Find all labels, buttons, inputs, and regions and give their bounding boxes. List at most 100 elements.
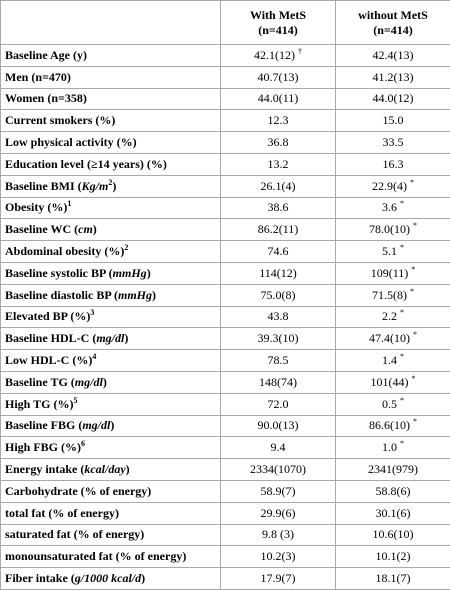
row-label: Baseline Age (y) <box>0 44 221 67</box>
cell-value: 9.8 (3) <box>262 527 294 542</box>
table-row: Current smokers (%) 12.3 15.0 <box>0 109 450 133</box>
label-text: Elevated BP (%) <box>5 309 91 324</box>
label-text: Current smokers (%) <box>5 113 116 128</box>
cell-value: 90.0(13) <box>257 418 299 433</box>
row-label: Current smokers (%) <box>0 109 221 133</box>
value-cell: 2334(1070) <box>220 458 336 481</box>
value-cell: 5.1 * <box>335 240 450 263</box>
row-label: Carbohydrate (% of energy) <box>0 479 221 503</box>
value-cell: 1.0 * <box>335 436 450 460</box>
row-label: Low HDL-C (%)4 <box>0 349 221 372</box>
table-row: Education level (≥14 years) (%) 13.2 16.3 <box>0 152 450 176</box>
label-text: mg/dl <box>82 418 111 433</box>
column-header: without MetS (n=414) <box>335 0 450 45</box>
cell-value: 16.3 <box>382 156 404 171</box>
value-cell: 15.0 <box>335 109 450 133</box>
value-cell: 114(12) <box>220 261 336 285</box>
value-cell: 71.5(8) * <box>335 283 450 307</box>
value-cell: 10.6(10) <box>335 523 450 547</box>
table-row: Energy intake (kcal/day) 2334(1070) 2341(9… <box>0 458 450 481</box>
table-row: Baseline diastolic BP (mmHg) 75.0(8) 71.5(… <box>0 283 450 307</box>
row-label: High FBG (%)6 <box>0 436 221 460</box>
table-row: Low physical activity (%) 36.8 33.5 <box>0 131 450 154</box>
cell-value: 42.4(13) <box>372 47 414 62</box>
cell-value: 86.2(11) <box>257 222 299 237</box>
cell-value: 47.4(10) <box>369 331 410 346</box>
cell-value: 33.5 <box>382 135 404 150</box>
cell-value: 44.0(12) <box>372 91 414 106</box>
row-label: Fiber intake (g/1000 kcal/d) <box>0 567 221 590</box>
value-cell: 148(74) <box>220 370 336 394</box>
row-label: Baseline systolic BP (mmHg) <box>0 261 221 285</box>
label-text: 3 <box>90 308 95 318</box>
table-row: saturated fat (% of energy) 9.8 (3) 10.6(1… <box>0 523 450 547</box>
value-cell: 29.9(6) <box>220 501 336 525</box>
cell-value: 1.4 <box>382 353 397 368</box>
value-cell: 13.2 <box>220 152 336 176</box>
row-label: monounsaturated fat (% of energy) <box>0 545 221 569</box>
label-text: Baseline BMI ( <box>5 178 82 193</box>
row-label: Obesity (%)1 <box>0 196 221 220</box>
table-row: Elevated BP (%)3 43.8 2.2 * <box>0 305 450 329</box>
header-line: With MetS <box>249 7 307 22</box>
row-label: Women (n=358) <box>0 87 221 111</box>
row-label: Baseline WC (cm) <box>0 218 221 242</box>
row-label: Energy intake (kcal/day) <box>0 458 221 481</box>
label-text: ) <box>124 331 129 346</box>
label-text: 2 <box>108 177 113 187</box>
label-text: Low HDL-C (%) <box>5 353 93 368</box>
cell-value: 5.1 <box>382 244 397 259</box>
cell-value: 29.9(6) <box>260 505 296 520</box>
cell-value: 10.1(2) <box>375 549 411 564</box>
cell-value: 10.2(3) <box>260 549 296 564</box>
cell-value: 18.1(7) <box>375 571 411 586</box>
row-label: Low physical activity (%) <box>0 131 221 154</box>
label-text: monounsaturated fat (% of energy) <box>5 549 187 564</box>
cell-value: 30.1(6) <box>375 505 411 520</box>
label-text: Men (n=470) <box>5 69 71 84</box>
cell-value: 78.5 <box>267 353 289 368</box>
value-cell: 86.2(11) <box>220 218 336 242</box>
cell-value: 2.2 <box>382 309 397 324</box>
table-row: Baseline FBG (mg/dl) 90.0(13) 86.6(10) * <box>0 414 450 438</box>
value-cell: 42.1(12) † <box>220 44 336 67</box>
label-text: ) <box>112 178 117 193</box>
cell-value: 109(11) <box>370 265 409 280</box>
label-text: Kg/m <box>81 178 109 193</box>
cell-value: 43.8 <box>267 309 289 324</box>
table-row: Women (n=358) 44.0(11) 44.0(12) <box>0 87 450 111</box>
cell-value: 2341(979) <box>368 462 418 477</box>
table-row: High TG (%)5 72.0 0.5 * <box>0 392 450 416</box>
label-text: Education level (≥14 years) (%) <box>5 156 167 171</box>
table-row: High FBG (%)6 9.4 1.0 * <box>0 436 450 460</box>
value-cell: 74.6 <box>220 240 336 263</box>
value-cell: 41.2(13) <box>335 65 450 89</box>
row-label: High TG (%)5 <box>0 392 221 416</box>
cell-note: * <box>400 395 404 405</box>
cell-note: * <box>400 439 404 449</box>
table-row: Baseline systolic BP (mmHg) 114(12) 109(11… <box>0 261 450 285</box>
cell-value: 75.0(8) <box>260 287 296 302</box>
label-text: 5 <box>73 395 78 405</box>
value-cell: 9.8 (3) <box>220 523 336 547</box>
label-text: ) <box>146 265 151 280</box>
value-cell: 43.8 <box>220 305 336 329</box>
cell-value: 3.6 <box>382 200 397 215</box>
table-row: Low HDL-C (%)4 78.5 1.4 * <box>0 349 450 372</box>
table-row: Baseline TG (mg/dl) 148(74) 101(44) * <box>0 370 450 394</box>
cell-value: 0.5 <box>382 396 397 411</box>
label-text: Abdominal obesity (%) <box>5 244 125 259</box>
row-label: Baseline BMI (Kg/m2) <box>0 174 221 198</box>
header-row: With MetS (n=414) without MetS (n=414) <box>0 0 450 45</box>
table-row: monounsaturated fat (% of energy) 10.2(3)… <box>0 545 450 569</box>
value-cell: 33.5 <box>335 131 450 154</box>
cell-value: 148(74) <box>259 374 297 389</box>
label-text: Baseline Age (y) <box>5 47 87 62</box>
table-row: total fat (% of energy) 29.9(6) 30.1(6) <box>0 501 450 525</box>
cell-value: 17.9(7) <box>260 571 296 586</box>
label-text: 2 <box>124 243 129 253</box>
cell-value: 41.2(13) <box>372 69 414 84</box>
cell-value: 71.5(8) <box>372 287 407 302</box>
value-cell: 78.5 <box>220 349 336 372</box>
